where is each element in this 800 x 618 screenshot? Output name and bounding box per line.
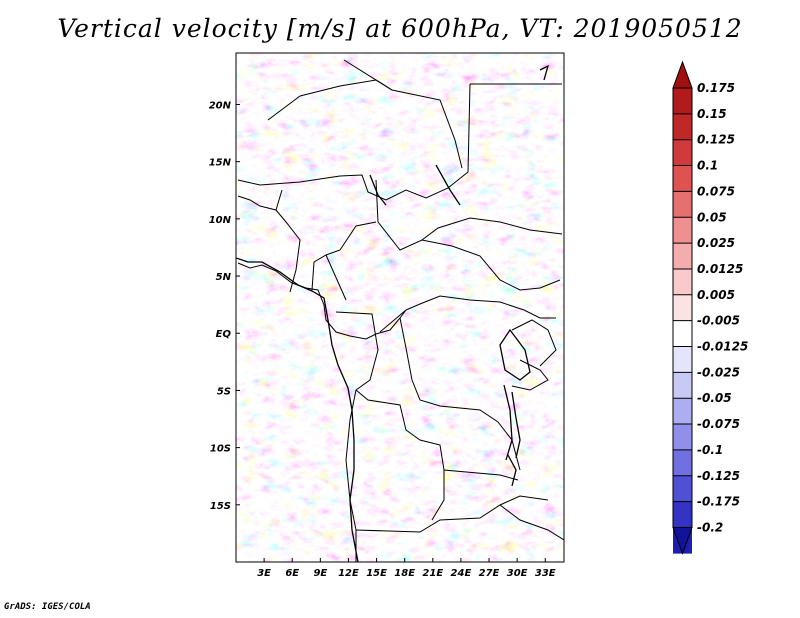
colorbar-bin bbox=[673, 424, 692, 451]
lon-tick-label: 18E bbox=[394, 568, 415, 579]
colorbar-bin bbox=[673, 191, 692, 218]
country-borders bbox=[237, 59, 564, 562]
lon-tick-label: 6E bbox=[285, 568, 299, 579]
colorbar-level-label: -0.2 bbox=[697, 520, 723, 534]
vertical-velocity-field bbox=[236, 53, 564, 562]
longitude-ticks: 3E 6E 9E 12E 15E 18E 21E 24E 27E 30E 33E bbox=[257, 558, 556, 579]
colorbar-level-label: -0.075 bbox=[697, 417, 740, 431]
colorbar-bin bbox=[673, 346, 692, 373]
colorbar-level-label: -0.175 bbox=[697, 495, 740, 509]
lon-tick-label: 21E bbox=[422, 568, 443, 579]
colorbar-bin bbox=[673, 501, 692, 528]
lat-tick-label: 5N bbox=[216, 272, 232, 283]
colorbar-level-label: -0.1 bbox=[697, 443, 723, 457]
latitude-ticks: 20N 15N 10N 5N EQ 5S 10S 15S bbox=[209, 100, 240, 512]
colorbar-level-label: 0.025 bbox=[697, 236, 735, 250]
colorbar-level-label: 0.075 bbox=[697, 184, 735, 198]
colorbar-level-label: 0.005 bbox=[697, 288, 735, 302]
colorbar-level-label: 0.05 bbox=[697, 210, 727, 224]
colorbar-level-label: 0.15 bbox=[697, 107, 727, 121]
lat-tick-label: 15S bbox=[210, 501, 231, 512]
lon-tick-label: 12E bbox=[338, 568, 359, 579]
colorbar-bin bbox=[673, 165, 692, 192]
lon-tick-label: 27E bbox=[479, 568, 500, 579]
coastlines bbox=[236, 64, 550, 562]
colorbar-bin bbox=[673, 372, 692, 399]
colorbar-bin bbox=[673, 398, 692, 425]
colorbar: 0.175 0.15 0.125 0.1 0.075 0.05 0.025 0.0125 0.0… bbox=[672, 60, 748, 555]
lat-tick-label: 15N bbox=[209, 158, 232, 169]
colorbar-level-label: -0.025 bbox=[697, 365, 740, 379]
colorbar-bin bbox=[673, 88, 692, 115]
map-title: Vertical velocity [m/s] at 600hPa, VT: 2… bbox=[57, 14, 743, 43]
colorbar-level-label: 0.1 bbox=[697, 159, 718, 173]
lat-tick-label: 10S bbox=[210, 444, 231, 455]
lon-tick-label: 3E bbox=[257, 568, 271, 579]
lat-tick-label: 10N bbox=[209, 215, 232, 226]
colorbar-lower-extension bbox=[672, 526, 693, 555]
lon-tick-label: 9E bbox=[313, 568, 327, 579]
colorbar-bin bbox=[673, 294, 692, 321]
map-panel: 3E 6E 9E 12E 15E 18E 21E 24E 27E 30E 33E 20N 15N 10N… bbox=[209, 52, 565, 579]
colorbar-level-label: -0.005 bbox=[697, 314, 740, 328]
lat-tick-label: 20N bbox=[209, 100, 232, 111]
colorbar-level-label: 0.125 bbox=[697, 133, 735, 147]
colorbar-bin bbox=[673, 217, 692, 244]
colorbar-level-label: -0.05 bbox=[697, 391, 732, 405]
colorbar-bin bbox=[673, 320, 692, 347]
colorbar-bin bbox=[673, 268, 692, 296]
lon-tick-label: 15E bbox=[366, 568, 387, 579]
lon-tick-label: 33E bbox=[535, 568, 556, 579]
colorbar-bin bbox=[673, 475, 692, 502]
lat-tick-label: 5S bbox=[217, 386, 231, 397]
colorbar-upper-extension bbox=[672, 60, 693, 89]
colorbar-bin bbox=[673, 139, 692, 166]
colorbar-bin bbox=[673, 449, 692, 477]
lat-tick-label: EQ bbox=[216, 329, 232, 340]
map-frame bbox=[235, 52, 565, 563]
colorbar-level-label: 0.175 bbox=[697, 81, 735, 95]
colorbar-level-label: 0.0125 bbox=[697, 262, 743, 276]
colorbar-bin bbox=[673, 243, 692, 270]
colorbar-bin bbox=[673, 113, 692, 140]
colorbar-level-label: -0.125 bbox=[697, 469, 740, 483]
grads-credit: GrADS: IGES/COLA bbox=[4, 602, 91, 612]
lon-tick-label: 24E bbox=[451, 568, 472, 579]
colorbar-level-label: -0.0125 bbox=[697, 340, 748, 354]
lon-tick-label: 30E bbox=[507, 568, 528, 579]
